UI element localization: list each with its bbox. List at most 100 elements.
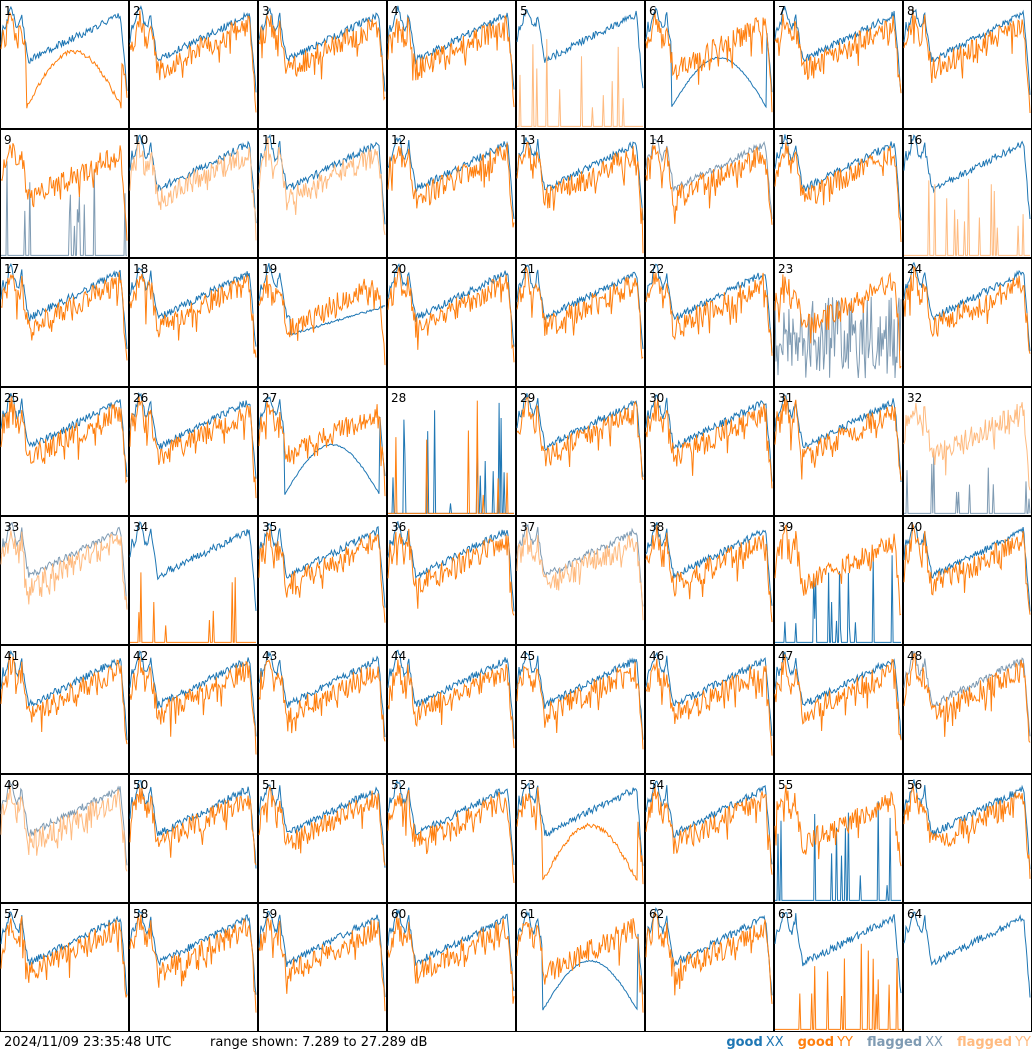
series-yy-54	[645, 786, 773, 875]
panel-8: 8	[903, 0, 1032, 129]
panel-label: 56	[907, 778, 922, 792]
panel-50: 50	[129, 774, 258, 903]
series-yy-1	[0, 11, 128, 109]
panel-label: 31	[778, 391, 793, 405]
panel-12: 12	[387, 129, 516, 258]
panel-label: 54	[649, 778, 664, 792]
panel-frame	[387, 387, 516, 516]
panel-18: 18	[129, 258, 258, 387]
panel-label: 15	[778, 133, 793, 147]
series-yy-11	[258, 137, 386, 236]
series-xx-33	[0, 521, 128, 610]
panel-label: 46	[649, 649, 664, 663]
series-yy-46	[645, 658, 773, 756]
panel-frame	[0, 645, 129, 774]
series-yy-28	[388, 400, 514, 514]
panel-frame	[258, 774, 387, 903]
series-yy-50	[129, 787, 257, 866]
panel-label: 27	[262, 391, 277, 405]
panel-label: 64	[907, 907, 922, 921]
panel-label: 39	[778, 520, 793, 534]
panel-28: 28	[387, 387, 516, 516]
series-yy-33	[0, 530, 128, 610]
panel-27: 27	[258, 387, 387, 516]
series-xx-25	[0, 393, 128, 478]
series-yy-47	[774, 654, 902, 741]
series-xx-38	[645, 521, 773, 606]
panel-label: 10	[133, 133, 148, 147]
series-xx-58	[129, 909, 257, 995]
series-xx-24	[903, 261, 1031, 352]
panel-44: 44	[387, 645, 516, 774]
series-yy-34	[130, 572, 256, 643]
panel-label: 37	[520, 520, 535, 534]
panel-label: 53	[520, 778, 535, 792]
series-yy-21	[516, 266, 644, 360]
panel-frame	[129, 903, 258, 1032]
range-readout: range shown: 7.289 to 27.289 dB	[210, 1033, 427, 1053]
series-xx-64	[903, 911, 1031, 998]
panel-label: 44	[391, 649, 406, 663]
series-xx-41	[0, 649, 128, 741]
series-yy-15	[774, 142, 902, 243]
series-yy-63	[775, 943, 901, 1030]
panel-frame	[645, 774, 774, 903]
panel-frame	[774, 0, 903, 129]
series-xx-62	[645, 907, 773, 996]
panel-label: 62	[649, 907, 664, 921]
series-xx-55	[775, 801, 901, 901]
panel-frame	[516, 258, 645, 387]
series-xx-35	[258, 523, 386, 608]
panel-label: 23	[778, 262, 793, 276]
series-yy-36	[387, 528, 515, 616]
series-yy-25	[0, 395, 128, 484]
series-yy-49	[0, 784, 128, 872]
series-xx-18	[129, 267, 257, 347]
panel-40: 40	[903, 516, 1032, 645]
panel-52: 52	[387, 774, 516, 903]
panel-label: 13	[520, 133, 535, 147]
panel-label: 63	[778, 907, 793, 921]
panel-54: 54	[645, 774, 774, 903]
panel-22: 22	[645, 258, 774, 387]
panel-20: 20	[387, 258, 516, 387]
panel-2: 2	[129, 0, 258, 129]
panel-label: 47	[778, 649, 793, 663]
panel-21: 21	[516, 258, 645, 387]
series-yy-5	[517, 39, 643, 127]
panel-41: 41	[0, 645, 129, 774]
panel-label: 19	[262, 262, 277, 276]
panel-4: 4	[387, 0, 516, 129]
series-yy-42	[129, 655, 257, 755]
legend: good XX good YY flagged XX flagged YY	[726, 1033, 1031, 1053]
panel-frame	[129, 258, 258, 387]
series-xx-49	[0, 780, 128, 866]
series-xx-37	[516, 523, 644, 607]
panel-label: 40	[907, 520, 922, 534]
panel-frame	[903, 0, 1032, 129]
panel-48: 48	[903, 645, 1032, 774]
panel-label: 16	[907, 133, 922, 147]
panel-frame	[129, 129, 258, 258]
panel-label: 45	[520, 649, 535, 663]
panel-label: 48	[907, 649, 922, 663]
panel-10: 10	[129, 129, 258, 258]
series-yy-53	[516, 787, 644, 885]
series-xx-29	[516, 393, 644, 477]
panel-frame	[0, 258, 129, 387]
panel-label: 29	[520, 391, 535, 405]
panel-frame	[774, 774, 903, 903]
series-yy-4	[387, 15, 515, 108]
panel-frame	[903, 903, 1032, 1032]
panel-24: 24	[903, 258, 1032, 387]
panel-frame	[258, 387, 387, 516]
series-yy-20	[387, 267, 515, 363]
series-xx-19	[258, 263, 386, 336]
panel-19: 19	[258, 258, 387, 387]
series-yy-32	[903, 402, 1031, 491]
panel-frame	[774, 258, 903, 387]
series-xx-48	[903, 651, 1031, 737]
series-yy-10	[129, 140, 257, 241]
series-yy-16	[904, 178, 1030, 256]
series-yy-13	[516, 142, 644, 254]
